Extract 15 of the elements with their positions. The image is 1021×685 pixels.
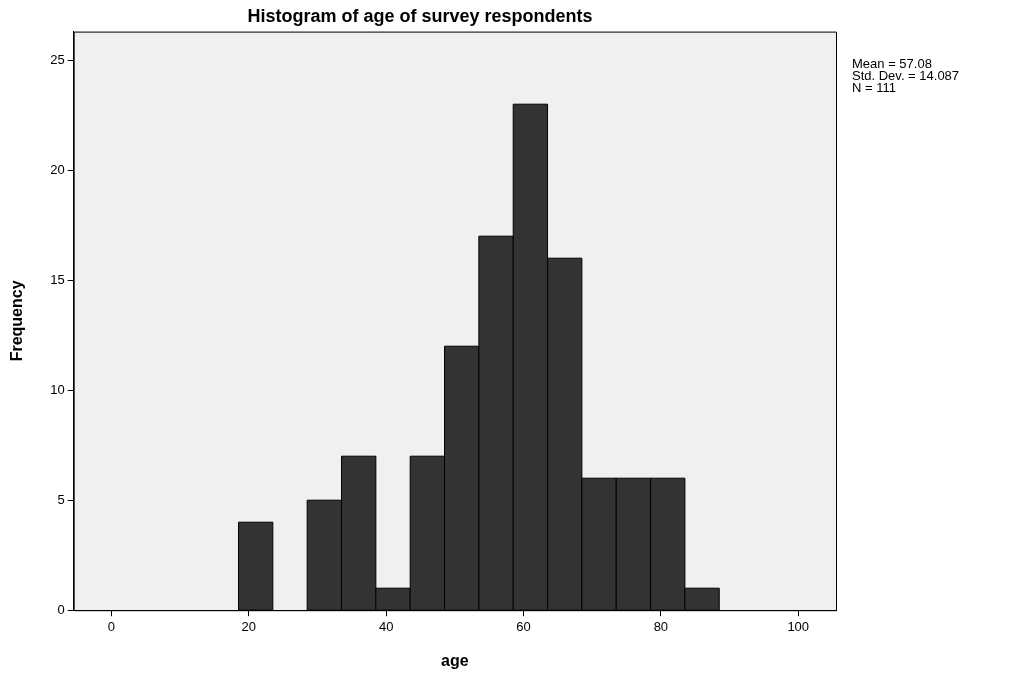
- y-tick-label: 10: [50, 381, 65, 397]
- x-tick-label: 80: [653, 618, 669, 634]
- chart-title: Histogram of age of survey respondents: [247, 5, 593, 26]
- y-tick-label: 0: [57, 601, 65, 617]
- x-tick-label: 20: [241, 618, 257, 634]
- y-tick-label: 15: [50, 271, 65, 287]
- y-tick-label: 20: [50, 161, 65, 177]
- y-tick-label: 5: [57, 491, 65, 507]
- x-tick-label: 0: [107, 618, 116, 634]
- y-tick-label: 25: [50, 51, 65, 67]
- x-axis-title: age: [441, 651, 469, 669]
- y-axis-title: Frequency: [8, 280, 26, 362]
- x-tick-label: 100: [787, 618, 810, 634]
- x-tick-label: 40: [378, 618, 394, 634]
- x-tick-label: 60: [516, 618, 531, 634]
